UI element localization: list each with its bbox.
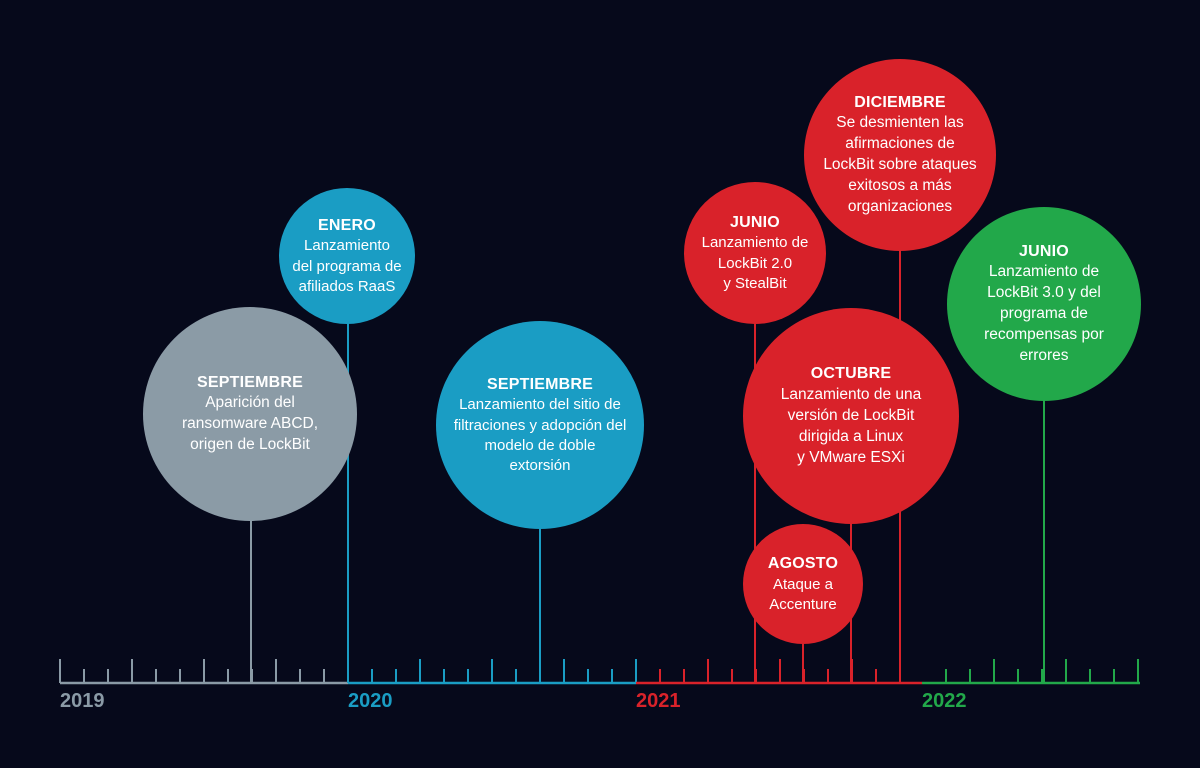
event-description: Aparición del ransomware ABCD, origen de… xyxy=(181,394,319,454)
year-label-2022: 2022 xyxy=(922,690,967,712)
event-description: Lanzamiento del sitio de filtraciones y … xyxy=(453,396,627,475)
event-description: Lanzamiento de LockBit 3.0 y del program… xyxy=(984,263,1104,365)
event-month: DICIEMBRE xyxy=(854,93,946,111)
event-month: SEPTIEMBRE xyxy=(196,373,303,391)
event-bubble-2020-enero: ENERO Lanzamiento del programa de afilia… xyxy=(279,188,415,324)
event-month: ENERO xyxy=(318,216,376,234)
event-bubble-2020-septiembre: SEPTIEMBRE Lanzamiento del sitio de filt… xyxy=(436,321,644,529)
event-bubble-2019-septiembre: SEPTIEMBRE Aparición del ransomware ABCD… xyxy=(143,307,357,521)
year-label-2019: 2019 xyxy=(60,690,105,712)
event-bubble-2021-junio: JUNIO Lanzamiento de LockBit 2.0 y Steal… xyxy=(684,182,826,324)
event-month: OCTUBRE xyxy=(810,365,892,383)
event-month: JUNIO xyxy=(730,213,780,231)
event-bubble-2021-agosto: AGOSTO Ataque a Accenture xyxy=(743,524,863,644)
event-description: Ataque a Accenture xyxy=(769,575,837,613)
event-bubble-2021-octubre: OCTUBRE Lanzamiento de una versión de Lo… xyxy=(743,308,959,524)
event-description: Lanzamiento del programa de afiliados Ra… xyxy=(292,237,402,295)
event-description: Se desmienten las afirmaciones de LockBi… xyxy=(823,114,977,216)
event-month: SEPTIEMBRE xyxy=(486,375,593,393)
event-description: Lanzamiento de una versión de LockBit di… xyxy=(780,385,922,466)
event-bubble-2022-junio: JUNIO Lanzamiento de LockBit 3.0 y del p… xyxy=(947,207,1141,401)
event-month: JUNIO xyxy=(1019,242,1069,260)
event-bubble-2021-diciembre: DICIEMBRE Se desmienten las afirmaciones… xyxy=(804,59,996,251)
year-label-2020: 2020 xyxy=(348,690,393,712)
event-month: AGOSTO xyxy=(767,554,839,572)
event-description: Lanzamiento de LockBit 2.0 y StealBit xyxy=(701,234,809,292)
year-label-2021: 2021 xyxy=(636,690,681,712)
